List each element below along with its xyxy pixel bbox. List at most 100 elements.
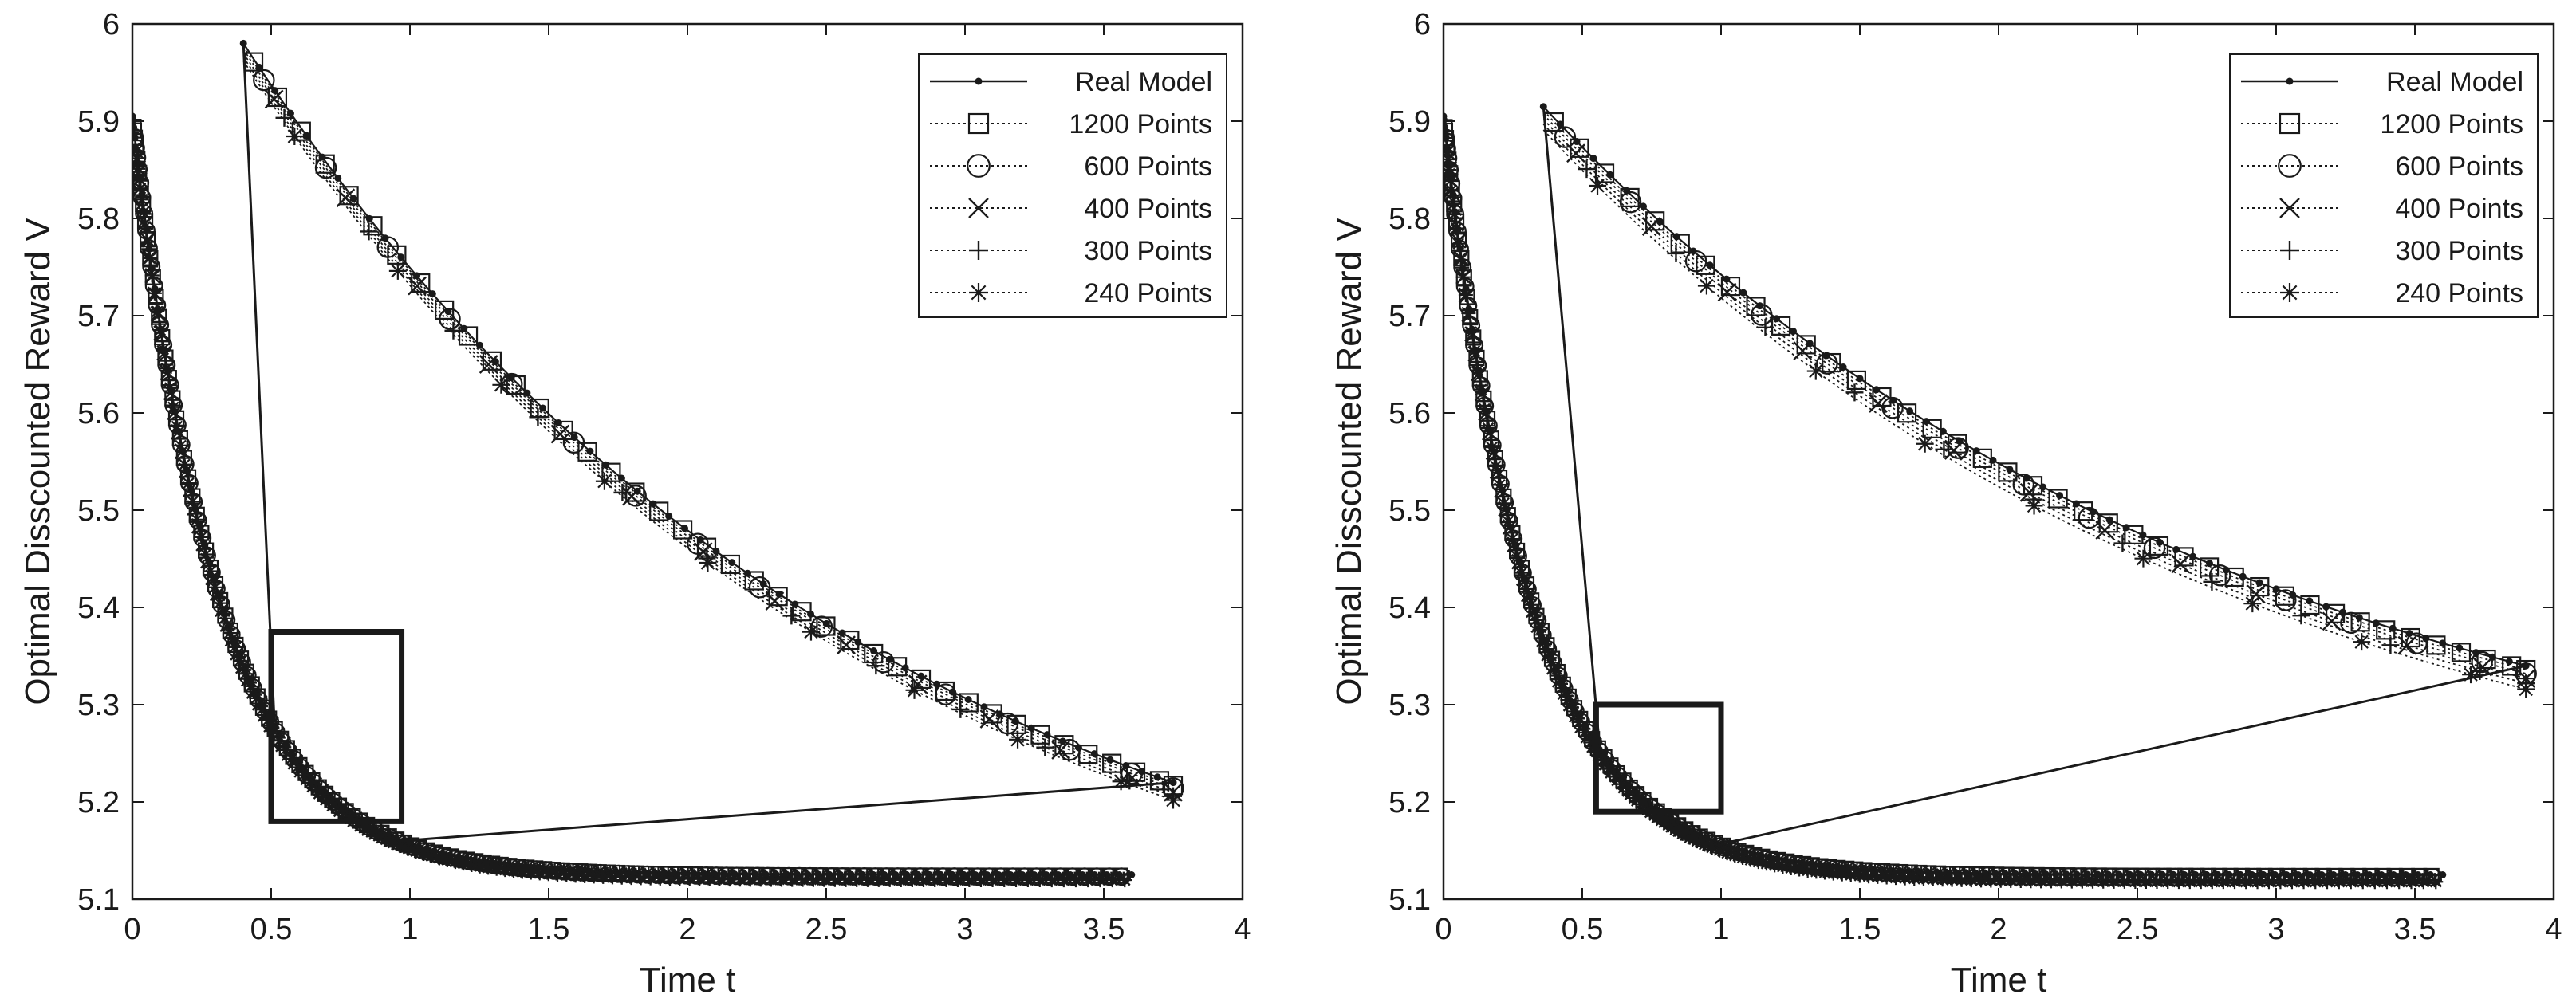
inset-marker-400-points bbox=[837, 635, 856, 654]
main-curves-right bbox=[1444, 112, 2447, 890]
inset-marker-1200-points bbox=[792, 602, 812, 622]
inset-marker-real-model bbox=[1789, 328, 1797, 336]
inset-marker-240-points bbox=[699, 554, 717, 572]
inset-marker-real-model bbox=[2306, 597, 2314, 605]
inset-marker-600-points bbox=[2275, 589, 2297, 611]
inset-marker-real-model bbox=[397, 253, 405, 261]
inset-marker-1200-points bbox=[1594, 163, 1615, 183]
inset-marker-300-points bbox=[1935, 440, 1953, 458]
y-tick-label: 5.9 bbox=[1388, 105, 1431, 139]
marker-240-points bbox=[1480, 421, 1495, 436]
inset-marker-real-model bbox=[2205, 560, 2213, 568]
marker-240-points bbox=[1800, 863, 1815, 878]
marker-240-points bbox=[973, 873, 988, 888]
marker-240-points bbox=[1447, 206, 1462, 222]
marker-240-points bbox=[1474, 382, 1489, 397]
inset-curves-right bbox=[1539, 103, 2537, 698]
inset-marker-240-points bbox=[286, 128, 304, 146]
marker-240-points bbox=[2273, 874, 2288, 890]
marker-240-points bbox=[985, 873, 1000, 888]
marker-240-points bbox=[1792, 862, 1807, 877]
inset-marker-240-points bbox=[1916, 434, 1934, 453]
inset-marker-600-points bbox=[687, 532, 709, 555]
y-tick-label: 5.5 bbox=[1388, 494, 1431, 528]
inset-series-600-points bbox=[1542, 113, 2527, 674]
inset-marker-600-points bbox=[1816, 352, 1838, 375]
marker-240-points bbox=[138, 219, 153, 234]
marker-240-points bbox=[2138, 874, 2153, 889]
zoom-connector-top bbox=[242, 43, 276, 722]
inset-marker-400-points bbox=[1944, 441, 1964, 460]
marker-240-points bbox=[1492, 477, 1507, 493]
marker-240-points bbox=[2320, 874, 2335, 890]
marker-240-points bbox=[723, 872, 738, 887]
marker-240-points bbox=[2193, 874, 2208, 890]
inset-marker-real-model bbox=[680, 525, 688, 532]
marker-240-points bbox=[1445, 194, 1460, 209]
inset-marker-400-points bbox=[1641, 217, 1661, 236]
chart-left: 0 0.5 1 1.5 2 2.5 3 3.5 4 5.15.25.35.45.55.65.75… bbox=[18, 8, 1251, 1000]
x-tick-label: 0 bbox=[1435, 913, 1451, 946]
inset-marker-240-points bbox=[492, 375, 510, 394]
marker-240-points bbox=[1455, 269, 1471, 285]
marker-240-points bbox=[1484, 440, 1499, 455]
marker-240-points bbox=[356, 820, 372, 835]
marker-240-points bbox=[939, 873, 954, 888]
marker-240-points bbox=[1488, 458, 1503, 474]
marker-240-points bbox=[1601, 761, 1617, 776]
marker-240-points bbox=[329, 800, 345, 815]
marker-240-points bbox=[447, 855, 463, 870]
marker-240-points bbox=[2284, 874, 2299, 890]
marker-240-points bbox=[1032, 873, 1047, 888]
marker-240-points bbox=[1843, 867, 1858, 882]
marker-240-points bbox=[1056, 873, 1071, 888]
inset-marker-240-points bbox=[905, 681, 924, 699]
inset-marker-1200-points bbox=[482, 351, 502, 371]
inset-marker-300-points bbox=[1845, 383, 1864, 402]
marker-240-points bbox=[614, 870, 629, 885]
marker-240-points bbox=[1571, 715, 1586, 730]
marker-240-points bbox=[559, 867, 574, 882]
legend-label-240-points: 240 Points bbox=[1084, 278, 1212, 308]
marker-240-points bbox=[284, 751, 299, 766]
inset-marker-240-points bbox=[595, 472, 613, 490]
x-tick-label: 2 bbox=[1990, 913, 2007, 946]
marker-240-points bbox=[408, 843, 423, 859]
marker-240-points bbox=[2239, 874, 2254, 890]
marker-240-points bbox=[1523, 597, 1538, 612]
inset-marker-real-model bbox=[554, 419, 562, 427]
marker-300-points bbox=[161, 373, 176, 388]
inset-marker-600-points bbox=[935, 683, 957, 705]
marker-240-points bbox=[1861, 869, 1877, 884]
y-ticks-right: 5.1 5.2 5.3 5.4 5.5 5.6 5.7 5.8 5.9 6 bbox=[1388, 8, 2554, 917]
marker-240-points bbox=[278, 742, 293, 757]
legend-marker-600-points bbox=[2278, 154, 2302, 178]
marker-240-points bbox=[514, 864, 530, 879]
marker-240-points bbox=[1954, 872, 1969, 887]
marker-240-points bbox=[173, 438, 188, 453]
inset-marker-240-points bbox=[388, 261, 407, 280]
marker-240-points bbox=[2343, 874, 2358, 890]
marker-240-points bbox=[1458, 288, 1473, 303]
marker-240-points bbox=[1467, 344, 1482, 359]
legend-right: Real Model 1200 Points 600 Points 400 Point… bbox=[2229, 53, 2539, 318]
marker-240-points bbox=[238, 666, 253, 682]
marker-240-points bbox=[2013, 874, 2028, 889]
inset-marker-600-points bbox=[2340, 611, 2362, 635]
inset-marker-600-points bbox=[253, 69, 275, 92]
inset-marker-300-points bbox=[2292, 607, 2310, 625]
x-tick-label: 4 bbox=[2545, 913, 2562, 946]
inset-marker-1200-points bbox=[2224, 567, 2244, 587]
inset-marker-240-points bbox=[2353, 633, 2371, 651]
marker-240-points bbox=[2379, 874, 2394, 890]
inset-marker-300-points bbox=[613, 483, 632, 501]
marker-240-points bbox=[541, 866, 556, 882]
marker-240-points bbox=[1826, 866, 1841, 881]
inset-marker-400-points bbox=[2095, 521, 2115, 540]
marker-240-points bbox=[144, 268, 160, 283]
marker-240-points bbox=[652, 870, 668, 886]
marker-240-points bbox=[882, 872, 897, 887]
marker-240-points bbox=[1595, 753, 1610, 768]
inset-marker-real-model bbox=[1706, 261, 1714, 269]
y-tick-label: 5.3 bbox=[1388, 689, 1431, 722]
